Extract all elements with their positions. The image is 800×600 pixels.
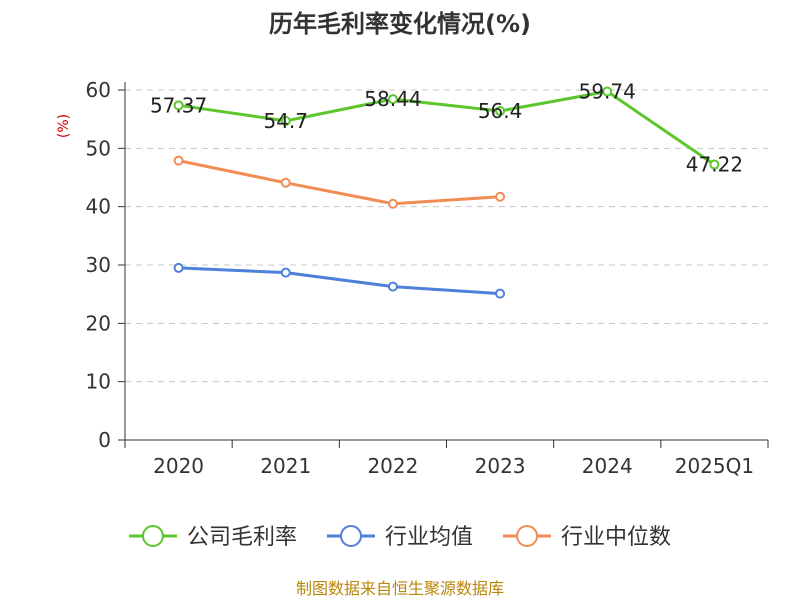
data-point [602, 86, 613, 97]
data-point [495, 106, 506, 116]
x-tick-label: 2025Q1 [675, 454, 754, 478]
x-tick-label: 2023 [475, 454, 526, 478]
data-point [709, 159, 720, 170]
y-tick-label: 40 [86, 195, 111, 219]
legend: 公司毛利率 行业均值 行业中位数 [129, 525, 671, 550]
data-point [173, 155, 184, 166]
legend-item[interactable]: 行业均值 [327, 525, 473, 550]
series-group [173, 86, 720, 299]
series-line [178, 266, 501, 296]
legend-label: 行业中位数 [561, 525, 671, 550]
legend-label: 公司毛利率 [187, 525, 297, 550]
x-tick-label: 2022 [367, 454, 418, 478]
data-label: 54.7 [263, 109, 308, 133]
legend-circle-marker [516, 525, 538, 547]
y-tick-labels: 0 10 20 30 40 50 60 [86, 78, 111, 452]
axes [118, 82, 769, 448]
data-point [495, 191, 506, 202]
legend-label: 行业均值 [385, 525, 473, 550]
x-tick-labels: 2020 2021 2022 2023 2024 2025Q1 [153, 454, 754, 478]
y-tick-label: 0 [98, 428, 111, 452]
series-line [178, 159, 501, 206]
data-labels: 57.37 54.7 58.44 56.4 59.74 47.22 [150, 80, 743, 177]
y-tick-label: 50 [86, 136, 111, 160]
source-note: 制图数据来自恒生聚源数据库 [296, 579, 504, 598]
data-label: 56.4 [478, 99, 523, 123]
y-tick-label: 30 [86, 253, 111, 277]
x-tick-label: 2020 [153, 454, 204, 478]
data-point [280, 115, 291, 126]
x-tick-label: 2021 [260, 454, 311, 478]
data-point [495, 288, 506, 299]
data-label: 47.22 [686, 153, 743, 177]
data-label: 58.44 [364, 87, 421, 111]
x-tick-label: 2024 [582, 454, 633, 478]
data-point [387, 94, 398, 105]
legend-circle-marker [340, 525, 362, 547]
data-point [387, 198, 398, 209]
data-point [173, 262, 184, 273]
chart-title: 历年毛利率变化情况(%) [269, 10, 531, 38]
legend-item[interactable]: 公司毛利率 [129, 525, 297, 550]
data-point [387, 281, 398, 292]
data-label: 59.74 [579, 80, 636, 104]
y-tick-label: 20 [86, 311, 111, 335]
legend-item[interactable]: 行业中位数 [503, 525, 671, 550]
y-tick-label: 60 [86, 78, 111, 102]
y-axis-label: (%) [56, 114, 72, 138]
series-line [178, 90, 716, 166]
data-point [280, 177, 291, 188]
data-point [280, 267, 291, 278]
y-tick-label: 10 [86, 370, 111, 394]
data-label: 57.37 [150, 93, 207, 117]
data-point [173, 100, 184, 111]
grid-lines [125, 89, 768, 383]
legend-circle-marker [142, 525, 164, 547]
